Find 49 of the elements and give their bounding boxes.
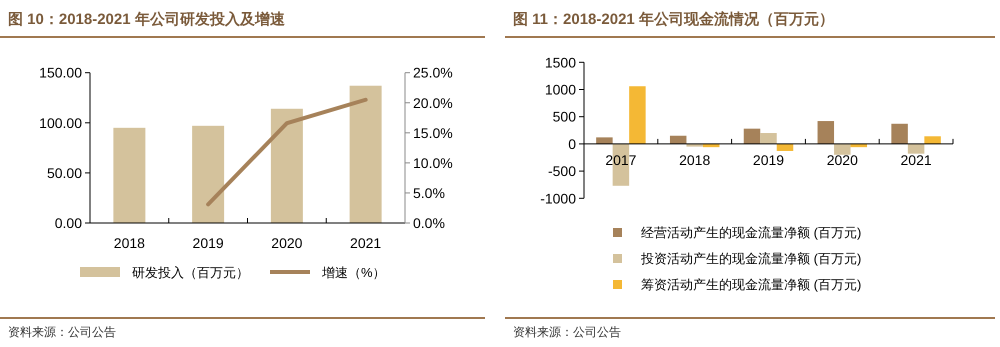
chart-title: 图 11：2018-2021 年公司现金流情况（百万元）	[513, 10, 834, 28]
y-tick-label: 1000	[544, 82, 576, 98]
y-tick-label: 0.00	[54, 215, 82, 231]
bar	[350, 86, 382, 223]
bar	[776, 144, 794, 151]
bar	[192, 126, 224, 223]
bar	[760, 133, 777, 144]
chart-title: 图 10：2018-2021 年公司研发投入及增速	[8, 11, 286, 28]
bar	[270, 108, 303, 223]
bar	[670, 136, 686, 144]
y-tick-label: 150.00	[39, 64, 82, 81]
y2-tick-label: 15.0%	[413, 124, 453, 141]
bar	[818, 121, 834, 144]
bar	[908, 144, 924, 154]
legend-label: 研发投入（百万元）	[132, 265, 249, 280]
x-tick-label: 2021	[900, 152, 932, 168]
x-tick-label: 2021	[350, 235, 382, 251]
x-tick-label: 2020	[826, 152, 858, 168]
y2-tick-label: 10.0%	[413, 154, 453, 171]
bar	[596, 137, 613, 144]
bar	[891, 124, 908, 144]
y-tick-label: -500	[548, 163, 576, 180]
bar	[924, 136, 941, 144]
y-tick-label: 50.00	[46, 164, 82, 181]
y-tick-label: -1000	[540, 190, 576, 206]
y2-tick-label: 0.0%	[413, 215, 445, 231]
x-tick-label: 2019	[192, 235, 224, 251]
bar	[744, 128, 760, 144]
bar	[834, 144, 851, 155]
y-tick-label: 0	[568, 136, 576, 152]
legend-label: 经营活动产生的现金流量净额 (百万元)	[641, 225, 862, 240]
x-tick-label: 2017	[605, 152, 637, 168]
y2-tick-label: 20.0%	[413, 94, 453, 111]
legend-label: 筹资活动产生的现金流量净额 (百万元)	[641, 277, 862, 292]
y-tick-label: 1500	[544, 54, 576, 70]
y-tick-label: 500	[552, 108, 576, 125]
bar	[629, 86, 646, 144]
legend-label: 投资活动产生的现金流量净额 (百万元)	[640, 251, 862, 266]
x-tick-label: 2019	[752, 152, 784, 168]
legend-label: 增速（%）	[321, 265, 386, 280]
x-tick-label: 2018	[114, 235, 146, 251]
x-tick-label: 2020	[271, 235, 303, 251]
y-tick-label: 100.00	[39, 114, 82, 131]
y2-tick-label: 5.0%	[413, 184, 445, 201]
text: 资料来源：公司公告	[513, 325, 621, 339]
text: 资料来源：公司公告	[8, 325, 116, 339]
y2-tick-label: 25.0%	[413, 64, 453, 81]
x-tick-label: 2018	[679, 152, 710, 168]
bar	[113, 128, 146, 223]
